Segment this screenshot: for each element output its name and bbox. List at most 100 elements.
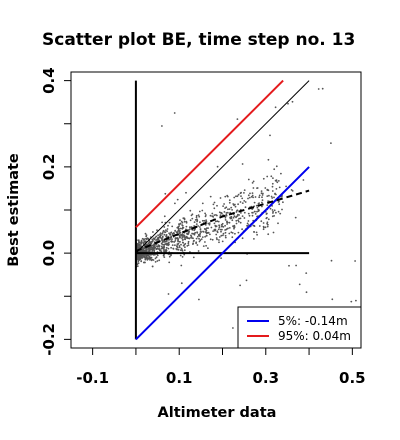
scatter-point (330, 142, 332, 145)
scatter-point (244, 206, 247, 209)
scatter-point (276, 181, 279, 184)
scatter-point (237, 193, 240, 196)
x-tick-label: 0.3 (252, 369, 279, 387)
scatter-point (137, 239, 140, 242)
scatter-point (223, 211, 226, 213)
scatter-point (190, 226, 193, 229)
scatter-point (164, 231, 167, 234)
scatter-point (163, 215, 166, 218)
scatter-point (173, 112, 176, 114)
scatter-point (136, 265, 139, 267)
scatter-point (181, 226, 184, 229)
scatter-point (138, 254, 141, 257)
scatter-point (238, 214, 241, 216)
x-tick-label: 0.5 (339, 369, 366, 387)
scatter-point (136, 256, 139, 259)
scatter-point (155, 256, 158, 259)
scatter-point (165, 248, 168, 251)
scatter-point (288, 264, 290, 267)
scatter-point (188, 226, 191, 229)
scatter-point (178, 234, 181, 237)
scatter-point (199, 233, 201, 236)
scatter-point (169, 233, 171, 236)
scatter-point (228, 199, 231, 202)
scatter-point (243, 217, 246, 219)
scatter-point (192, 242, 195, 245)
scatter-point (183, 238, 186, 240)
scatter-point (262, 225, 265, 228)
scatter-point (233, 226, 236, 228)
scatter-point (151, 238, 154, 241)
scatter-point (350, 300, 353, 303)
scatter-point (171, 238, 173, 241)
scatter-point (196, 244, 199, 246)
scatter-point (190, 235, 193, 238)
scatter-point (148, 247, 151, 250)
scatter-point (147, 250, 150, 253)
scatter-point (235, 195, 237, 198)
scatter-point (222, 234, 224, 237)
scatter-point (183, 218, 186, 221)
scatter-point (262, 228, 265, 231)
scatter-point (178, 245, 181, 247)
scatter-point (149, 258, 151, 261)
scatter-point (201, 209, 204, 212)
scatter-point (224, 195, 227, 198)
scatter-point (183, 253, 186, 256)
scatter-point (202, 245, 205, 248)
scatter-point (204, 215, 207, 218)
scatter-point (139, 245, 142, 247)
scatter-point (275, 179, 278, 182)
scatter-point (173, 232, 176, 235)
scatter-point (176, 248, 179, 251)
scatter-point (267, 223, 269, 226)
scatter-point (271, 209, 274, 211)
scatter-point (264, 226, 267, 229)
scatter-point (254, 210, 256, 213)
scatter-point (275, 193, 277, 196)
scatter-point (201, 236, 204, 239)
scatter-point (266, 204, 269, 207)
scatter-point (181, 233, 184, 236)
scatter-point (156, 229, 158, 232)
scatter-point (224, 219, 227, 221)
scatter-point (185, 235, 188, 238)
scatter-point (220, 257, 223, 259)
scatter-point (222, 232, 225, 235)
scatter-point (176, 246, 179, 249)
scatter-point (257, 203, 260, 205)
scatter-point (219, 214, 222, 217)
scatter-point (195, 237, 198, 240)
scatter-point (228, 221, 231, 224)
scatter-point (136, 263, 139, 266)
scatter-point (250, 195, 253, 198)
scatter-point (266, 221, 269, 224)
scatter-point (213, 207, 216, 210)
scatter-point (161, 241, 164, 244)
scatter-point (154, 261, 157, 263)
scatter-point (231, 232, 234, 234)
scatter-point (158, 259, 161, 262)
scatter-point (208, 222, 211, 225)
scatter-point (181, 236, 184, 238)
scatter-point (243, 211, 246, 214)
scatter-point (163, 256, 166, 258)
scatter-point (213, 214, 216, 217)
scatter-point (233, 224, 236, 227)
scatter-point (181, 239, 184, 241)
scatter-point (270, 195, 273, 198)
x-axis: -0.1 0.1 0.3 0.5 (76, 348, 366, 387)
scatter-point (199, 226, 201, 228)
scatter-point (155, 248, 158, 250)
scatter-point (235, 215, 238, 218)
scatter-point (237, 219, 240, 222)
scatter-point (171, 225, 174, 228)
scatter-point (233, 227, 235, 230)
scatter-point (230, 231, 233, 234)
scatter-point (204, 235, 207, 238)
scatter-point (232, 216, 235, 219)
scatter-point (221, 240, 224, 243)
scatter-point (261, 194, 264, 196)
scatter-point (161, 125, 163, 127)
scatter-point (144, 258, 147, 261)
